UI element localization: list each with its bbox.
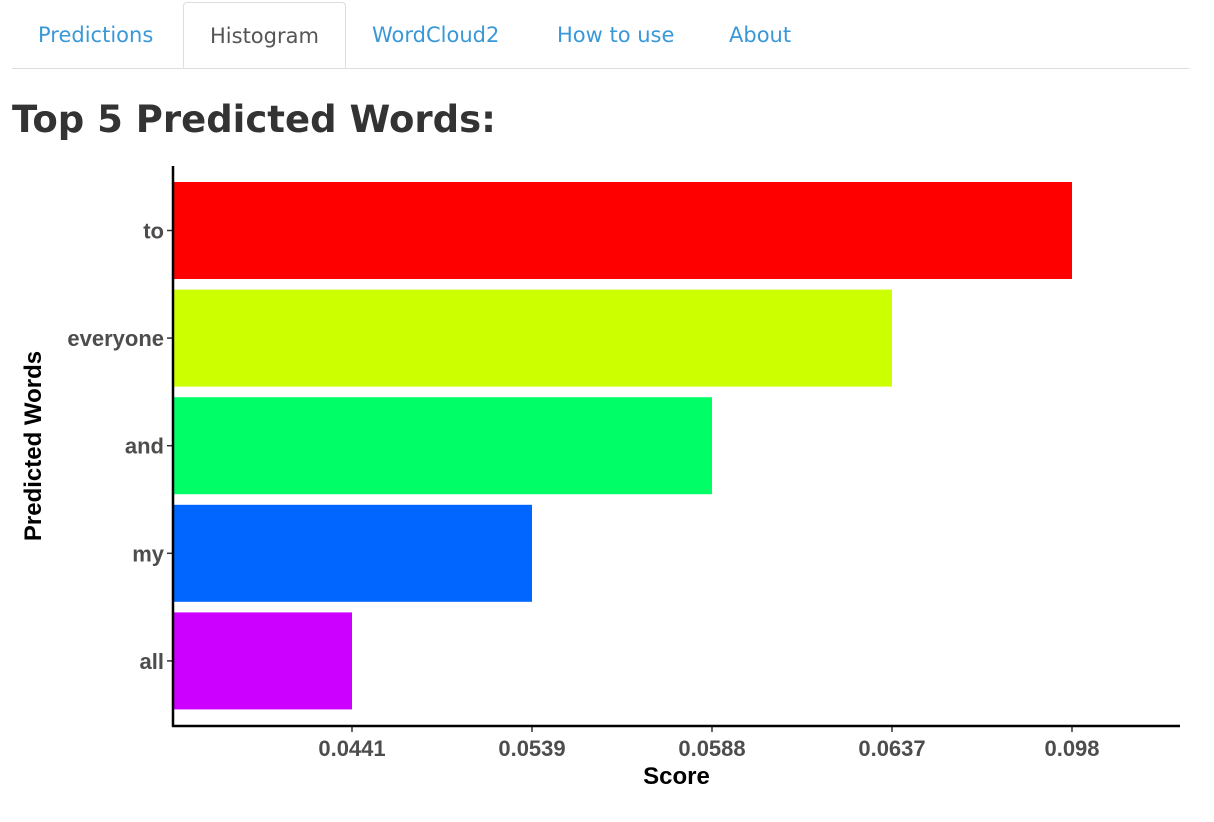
y-tick-label: and	[125, 434, 164, 459]
bar-all	[173, 612, 352, 710]
tab-predictions[interactable]: Predictions	[38, 23, 154, 47]
x-tick-label: 0.0539	[498, 736, 565, 761]
bar-chart: to everyone and my all 0.0441 0.0539 0.0588 0.06…	[20, 166, 1180, 790]
y-axis-title: Predicted Words	[20, 351, 47, 541]
tab-wordcloud2[interactable]: WordCloud2	[372, 23, 500, 47]
nav-tabs: Predictions Histogram WordCloud2 How to …	[12, 2, 1189, 69]
bar-everyone	[173, 289, 892, 387]
x-tick-label: 0.098	[1044, 736, 1099, 761]
tab-histogram[interactable]: Histogram	[183, 2, 346, 68]
y-tick-label: everyone	[67, 326, 164, 351]
x-tick-label: 0.0441	[318, 736, 385, 761]
tab-about[interactable]: About	[729, 23, 792, 47]
bar-my	[173, 504, 532, 602]
x-tick-label: 0.0588	[678, 736, 745, 761]
page-title: Top 5 Predicted Words:	[12, 98, 496, 141]
bar-to	[173, 182, 1072, 279]
tab-how-to-use[interactable]: How to use	[557, 23, 675, 47]
y-tick-label: to	[143, 219, 164, 244]
x-tick-label: 0.0637	[858, 736, 925, 761]
y-tick-label: my	[132, 541, 165, 566]
x-axis-title: Score	[643, 763, 710, 790]
bar-and	[173, 397, 712, 495]
y-tick-label: all	[140, 649, 164, 674]
